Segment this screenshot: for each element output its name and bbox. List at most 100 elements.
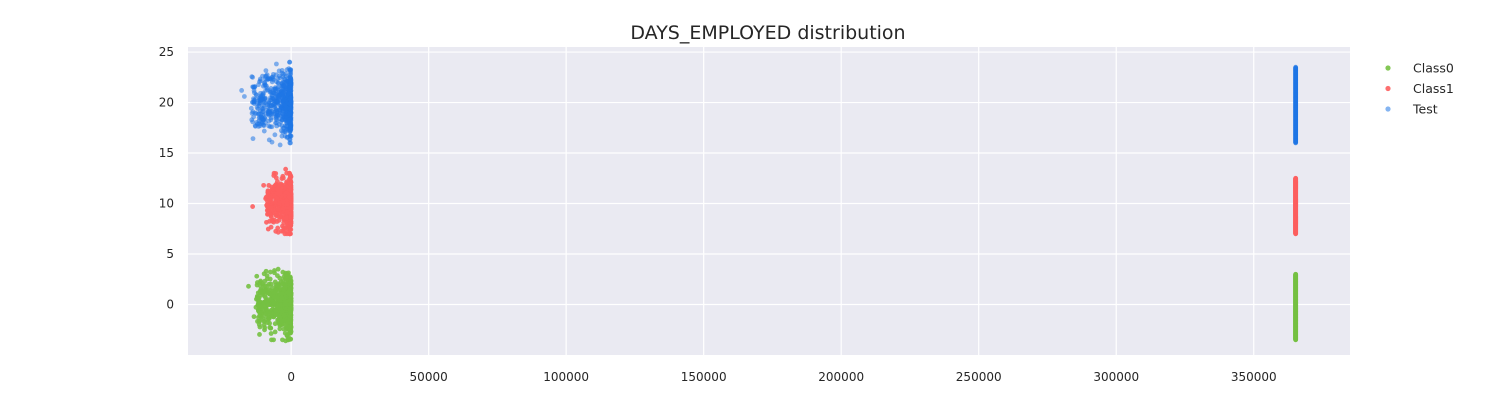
y-tick-label: 5 bbox=[166, 247, 174, 261]
data-point bbox=[280, 286, 286, 292]
x-tick-label: 300000 bbox=[1093, 370, 1139, 384]
data-point bbox=[281, 220, 287, 226]
data-point bbox=[287, 313, 293, 319]
data-point bbox=[260, 73, 265, 79]
data-point bbox=[284, 82, 289, 88]
data-point bbox=[262, 325, 268, 331]
legend-label-class0: Class0 bbox=[1413, 61, 1454, 76]
data-point bbox=[254, 273, 260, 279]
data-point bbox=[267, 276, 273, 282]
data-point bbox=[274, 196, 280, 201]
data-point bbox=[273, 90, 279, 96]
data-point bbox=[264, 107, 270, 113]
legend-marker-test bbox=[1385, 106, 1391, 112]
data-point bbox=[274, 191, 280, 196]
data-point bbox=[287, 111, 292, 117]
series-class0 bbox=[246, 266, 1299, 344]
data-point bbox=[283, 71, 289, 77]
data-point bbox=[264, 87, 270, 93]
data-point bbox=[258, 98, 264, 103]
data-point bbox=[275, 273, 280, 279]
data-point bbox=[261, 102, 267, 108]
data-point bbox=[251, 90, 257, 96]
data-point bbox=[283, 215, 289, 221]
data-point bbox=[257, 332, 262, 337]
data-point bbox=[254, 105, 260, 110]
data-point bbox=[288, 211, 294, 217]
data-point bbox=[286, 86, 292, 92]
data-point bbox=[268, 281, 274, 287]
data-point bbox=[283, 338, 289, 344]
data-point bbox=[284, 332, 290, 338]
data-point bbox=[268, 325, 274, 331]
x-tick-label: 0 bbox=[287, 370, 295, 384]
data-point bbox=[251, 84, 257, 90]
data-point bbox=[275, 99, 281, 105]
data-point bbox=[274, 178, 280, 184]
grid-lines bbox=[188, 47, 1350, 355]
data-point bbox=[257, 101, 263, 107]
legend-label-test: Test bbox=[1412, 102, 1438, 117]
data-point bbox=[287, 59, 293, 65]
data-point bbox=[258, 303, 264, 309]
data-point bbox=[284, 324, 290, 330]
data-point bbox=[275, 317, 281, 323]
x-tick-label: 250000 bbox=[956, 370, 1002, 384]
data-point bbox=[285, 290, 291, 295]
data-point bbox=[272, 85, 278, 91]
data-point bbox=[266, 183, 272, 188]
data-point bbox=[280, 117, 285, 123]
data-point bbox=[284, 271, 290, 277]
data-point bbox=[262, 115, 268, 121]
data-point bbox=[280, 129, 286, 135]
data-point bbox=[281, 225, 287, 231]
data-point bbox=[265, 201, 270, 207]
data-point bbox=[265, 317, 271, 323]
data-point bbox=[272, 329, 278, 335]
data-point bbox=[256, 82, 261, 88]
plot-background bbox=[188, 47, 1350, 355]
data-point bbox=[279, 295, 285, 301]
data-point bbox=[280, 206, 286, 212]
data-point bbox=[269, 285, 275, 291]
data-point bbox=[284, 123, 290, 129]
data-point bbox=[265, 226, 271, 232]
data-point bbox=[288, 79, 293, 85]
data-point bbox=[239, 88, 245, 93]
data-point bbox=[273, 171, 279, 176]
data-point bbox=[261, 123, 267, 129]
data-point bbox=[260, 92, 265, 98]
series-test bbox=[239, 59, 1299, 148]
data-point bbox=[270, 186, 275, 192]
data-point bbox=[1293, 64, 1299, 70]
data-point bbox=[265, 302, 271, 308]
legend-marker-class1 bbox=[1385, 85, 1391, 92]
data-point bbox=[275, 80, 281, 86]
data-point bbox=[288, 140, 293, 146]
data-point bbox=[261, 182, 267, 188]
data-point bbox=[257, 283, 263, 289]
data-point bbox=[283, 277, 289, 283]
data-point bbox=[252, 110, 258, 116]
data-point bbox=[281, 97, 287, 103]
data-point bbox=[268, 95, 273, 101]
data-point bbox=[268, 331, 274, 336]
data-point bbox=[266, 310, 272, 316]
data-point bbox=[275, 229, 281, 235]
data-point bbox=[269, 74, 275, 80]
y-axis-ticks: 0 5 10 15 20 25 bbox=[159, 45, 174, 311]
data-point bbox=[276, 281, 281, 287]
data-point bbox=[256, 322, 262, 328]
data-point bbox=[287, 181, 293, 187]
data-point bbox=[286, 66, 292, 72]
data-point bbox=[287, 274, 293, 280]
data-point bbox=[288, 99, 294, 105]
data-point bbox=[275, 76, 281, 82]
data-point bbox=[284, 231, 290, 237]
data-point bbox=[275, 207, 281, 212]
data-point bbox=[260, 288, 266, 294]
data-point bbox=[282, 318, 287, 323]
data-point bbox=[267, 208, 272, 214]
data-point bbox=[286, 170, 292, 176]
